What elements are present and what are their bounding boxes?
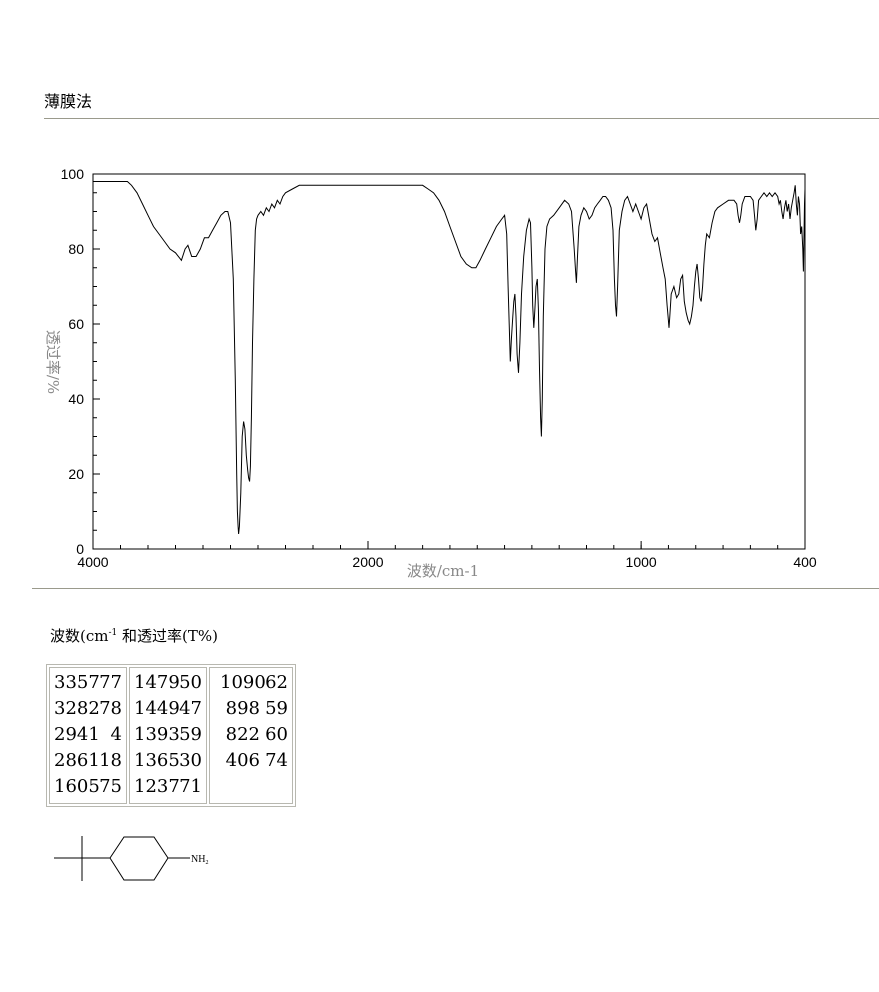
x-tick-label: 1000 bbox=[626, 554, 657, 570]
peak-wavenumber: 2861 bbox=[54, 750, 100, 771]
peak-transmittance: 59 bbox=[179, 724, 202, 745]
peak-wavenumber: 1237 bbox=[134, 776, 180, 797]
peak-transmittance: 78 bbox=[99, 698, 122, 719]
y-tick-label: 20 bbox=[68, 466, 84, 482]
peak-row: 2941 4 bbox=[54, 722, 122, 748]
molecular-structure: NH2 bbox=[54, 836, 208, 881]
peak-row: 1237 71 bbox=[134, 774, 202, 800]
caption-suffix: 和透过率(T%) bbox=[117, 627, 218, 645]
peak-row: 406 74 bbox=[214, 748, 288, 774]
peak-wavenumber: 1449 bbox=[134, 698, 180, 719]
peak-row: 3282 78 bbox=[54, 696, 122, 722]
peak-wavenumber: 3357 bbox=[54, 672, 100, 693]
peak-transmittance: 74 bbox=[265, 750, 288, 771]
peak-wavenumber: 2941 bbox=[54, 724, 100, 745]
peak-transmittance: 30 bbox=[179, 750, 202, 771]
peak-row: 1393 59 bbox=[134, 722, 202, 748]
method-title: 薄膜法 bbox=[44, 92, 93, 111]
x-axis-label: 波数/cm-1 bbox=[407, 562, 479, 580]
peak-table-column: 1090 62 898 59 822 60 406 74 bbox=[209, 667, 293, 804]
section-divider bbox=[32, 588, 879, 589]
y-tick-label: 80 bbox=[68, 241, 84, 257]
ir-spectrum-chart: 0 20 40 60 80 100 4000 2000 1000 400 透过率/% 波数/cm… bbox=[44, 166, 817, 580]
peak-table: 3357 77 3282 78 2941 4 2861 18 1605 75 1479 50 1449 4… bbox=[46, 664, 296, 807]
peak-wavenumber: 1605 bbox=[54, 776, 100, 797]
plot-frame bbox=[92, 173, 806, 550]
x-axis-ticks: 4000 2000 1000 400 bbox=[77, 541, 817, 570]
peak-row: 898 59 bbox=[214, 696, 288, 722]
peak-row: 1365 30 bbox=[134, 748, 202, 774]
peak-transmittance: 59 bbox=[265, 698, 288, 719]
y-axis-label: 透过率/% bbox=[44, 330, 62, 394]
peak-transmittance: 77 bbox=[99, 672, 122, 693]
peak-wavenumber: 1365 bbox=[134, 750, 180, 771]
peak-transmittance: 50 bbox=[179, 672, 202, 693]
peak-row: 3357 77 bbox=[54, 670, 122, 696]
peak-row: 1605 75 bbox=[54, 774, 122, 800]
x-tick-label: 4000 bbox=[77, 554, 108, 570]
caption-prefix: 波数(cm bbox=[50, 627, 109, 645]
peak-transmittance: 4 bbox=[110, 724, 122, 745]
caption-superscript: -1 bbox=[108, 628, 118, 638]
x-tick-label: 2000 bbox=[352, 554, 383, 570]
peak-wavenumber: 1393 bbox=[134, 724, 180, 745]
peak-transmittance: 47 bbox=[179, 698, 202, 719]
peak-transmittance: 60 bbox=[265, 724, 288, 745]
y-tick-label: 100 bbox=[61, 166, 85, 182]
peak-wavenumber: 3282 bbox=[54, 698, 100, 719]
y-tick-label: 40 bbox=[68, 391, 84, 407]
chart-axes bbox=[92, 173, 806, 550]
header-divider bbox=[44, 118, 879, 119]
peak-transmittance: 18 bbox=[99, 750, 122, 771]
y-axis-ticks: 0 20 40 60 80 100 bbox=[61, 166, 100, 557]
peak-transmittance: 62 bbox=[265, 672, 288, 693]
peak-table-caption: 波数(cm-1 和透过率(T%) bbox=[50, 625, 218, 646]
peak-row: 2861 18 bbox=[54, 748, 122, 774]
peak-row: 1479 50 bbox=[134, 670, 202, 696]
peak-row: 822 60 bbox=[214, 722, 288, 748]
y-tick-label: 60 bbox=[68, 316, 84, 332]
peak-table-column: 1479 50 1449 47 1393 59 1365 30 1237 71 bbox=[129, 667, 207, 804]
peak-wavenumber: 1479 bbox=[134, 672, 180, 693]
peak-row: 1090 62 bbox=[214, 670, 288, 696]
peak-row: 1449 47 bbox=[134, 696, 202, 722]
peak-table-column: 3357 77 3282 78 2941 4 2861 18 1605 75 bbox=[49, 667, 127, 804]
peak-wavenumber: 822 bbox=[225, 724, 260, 745]
amine-group-label: NH2 bbox=[191, 854, 208, 866]
spectrum-series-line bbox=[93, 181, 806, 535]
peak-transmittance: 75 bbox=[99, 776, 122, 797]
y-tick-label: 0 bbox=[76, 541, 84, 557]
peak-wavenumber: 898 bbox=[225, 698, 260, 719]
x-tick-label: 400 bbox=[793, 554, 817, 570]
peak-wavenumber: 406 bbox=[225, 750, 260, 771]
peak-transmittance: 71 bbox=[179, 776, 202, 797]
peak-wavenumber: 1090 bbox=[220, 672, 266, 693]
